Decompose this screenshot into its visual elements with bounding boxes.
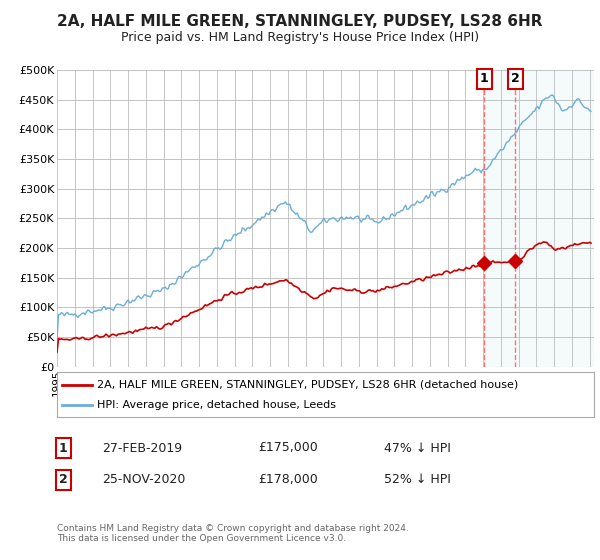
Text: 1: 1 [59, 441, 67, 455]
Text: 2: 2 [59, 473, 67, 487]
Text: 1: 1 [480, 72, 488, 86]
Text: 27-FEB-2019: 27-FEB-2019 [102, 441, 182, 455]
Text: £175,000: £175,000 [258, 441, 318, 455]
Text: 2: 2 [511, 72, 520, 86]
Text: 52% ↓ HPI: 52% ↓ HPI [384, 473, 451, 487]
Bar [484, 70, 594, 367]
Text: £178,000: £178,000 [258, 473, 318, 487]
Text: 2A, HALF MILE GREEN, STANNINGLEY, PUDSEY, LS28 6HR (detached house): 2A, HALF MILE GREEN, STANNINGLEY, PUDSEY… [97, 380, 518, 390]
Text: 47% ↓ HPI: 47% ↓ HPI [384, 441, 451, 455]
Text: Price paid vs. HM Land Registry's House Price Index (HPI): Price paid vs. HM Land Registry's House … [121, 31, 479, 44]
Text: Contains HM Land Registry data © Crown copyright and database right 2024.
This d: Contains HM Land Registry data © Crown c… [57, 524, 409, 543]
Text: HPI: Average price, detached house, Leeds: HPI: Average price, detached house, Leed… [97, 400, 336, 410]
Text: 2A, HALF MILE GREEN, STANNINGLEY, PUDSEY, LS28 6HR: 2A, HALF MILE GREEN, STANNINGLEY, PUDSEY… [57, 14, 543, 29]
Text: 25-NOV-2020: 25-NOV-2020 [102, 473, 185, 487]
